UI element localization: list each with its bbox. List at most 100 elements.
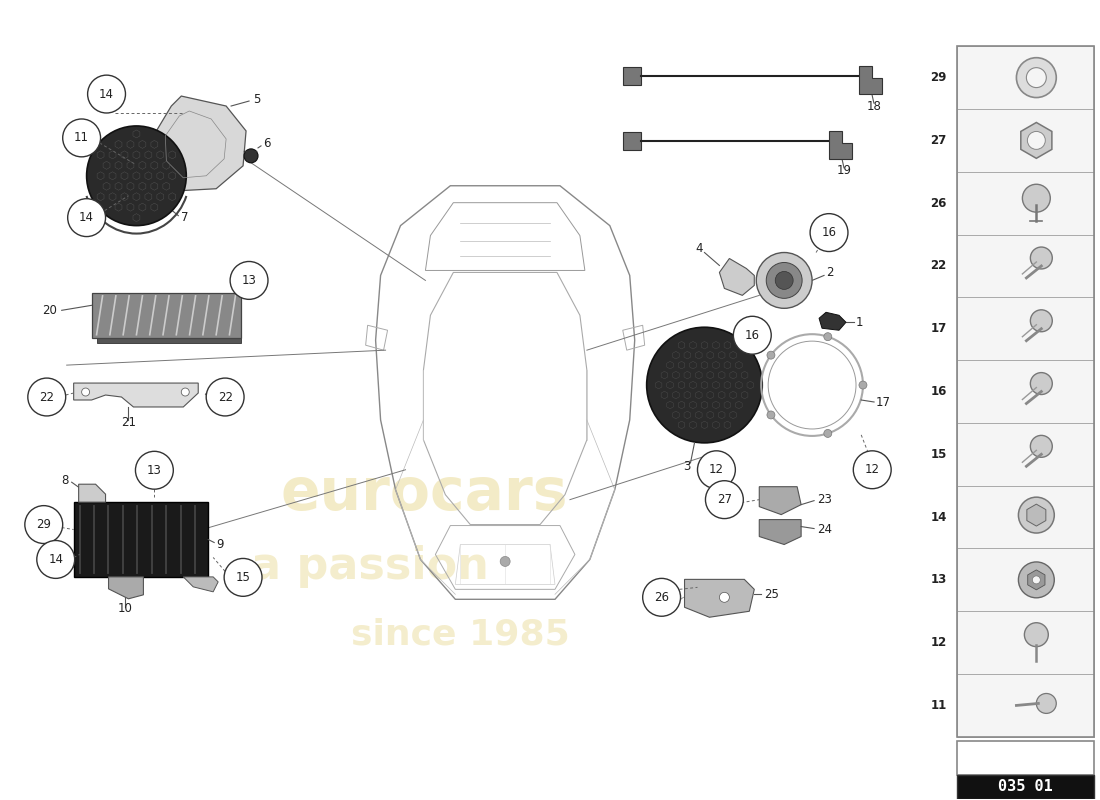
Text: 15: 15 [235, 571, 251, 584]
Polygon shape [153, 96, 246, 190]
Text: 10: 10 [118, 602, 133, 615]
Text: 13: 13 [147, 464, 162, 477]
Polygon shape [74, 383, 198, 407]
Text: 27: 27 [931, 134, 947, 147]
Circle shape [244, 149, 258, 163]
Circle shape [1019, 562, 1054, 598]
Circle shape [697, 451, 736, 489]
Circle shape [135, 451, 174, 489]
FancyBboxPatch shape [957, 774, 1094, 798]
Text: 035 01: 035 01 [998, 779, 1053, 794]
Text: 16: 16 [822, 226, 836, 239]
Circle shape [25, 506, 63, 543]
Circle shape [767, 262, 802, 298]
Circle shape [224, 558, 262, 596]
Text: 18: 18 [867, 99, 881, 113]
Circle shape [1031, 310, 1053, 332]
Text: since 1985: since 1985 [351, 617, 570, 651]
Text: 17: 17 [931, 322, 947, 335]
Text: 14: 14 [931, 510, 947, 523]
Circle shape [1031, 373, 1053, 394]
Polygon shape [859, 66, 882, 94]
FancyBboxPatch shape [623, 132, 640, 150]
FancyBboxPatch shape [97, 336, 241, 342]
FancyBboxPatch shape [957, 611, 1094, 674]
Circle shape [182, 388, 189, 396]
Text: 16: 16 [931, 385, 947, 398]
Circle shape [642, 578, 681, 616]
Text: 1: 1 [856, 316, 864, 329]
Circle shape [776, 271, 793, 290]
Text: 4: 4 [695, 242, 703, 255]
FancyBboxPatch shape [957, 486, 1094, 549]
Text: 24: 24 [817, 523, 832, 536]
Circle shape [767, 411, 774, 419]
Circle shape [63, 119, 100, 157]
FancyBboxPatch shape [957, 298, 1094, 360]
Polygon shape [1027, 504, 1046, 526]
Circle shape [854, 451, 891, 489]
Polygon shape [78, 484, 106, 502]
Text: 8: 8 [62, 474, 68, 486]
Circle shape [88, 75, 125, 113]
FancyBboxPatch shape [957, 741, 1094, 774]
Text: 11: 11 [74, 131, 89, 145]
Polygon shape [184, 577, 218, 592]
Circle shape [1026, 68, 1046, 87]
Text: 11: 11 [931, 699, 947, 712]
Polygon shape [759, 486, 801, 514]
Polygon shape [829, 131, 851, 159]
Circle shape [81, 388, 89, 396]
Text: 29: 29 [931, 71, 947, 84]
FancyBboxPatch shape [957, 46, 1094, 109]
Polygon shape [820, 312, 846, 330]
Polygon shape [1021, 122, 1052, 158]
Circle shape [68, 198, 106, 237]
Text: 3: 3 [683, 460, 690, 474]
Text: 16: 16 [745, 329, 760, 342]
Text: 14: 14 [99, 87, 114, 101]
Circle shape [1027, 131, 1045, 150]
Text: 14: 14 [79, 211, 95, 224]
Polygon shape [719, 258, 755, 295]
Text: 29: 29 [36, 518, 52, 531]
Circle shape [647, 327, 762, 443]
FancyBboxPatch shape [91, 293, 241, 338]
Text: 20: 20 [42, 304, 57, 317]
Circle shape [824, 333, 832, 341]
Circle shape [1016, 58, 1056, 98]
Text: 22: 22 [218, 390, 232, 403]
FancyBboxPatch shape [623, 67, 640, 85]
Text: 17: 17 [876, 397, 891, 410]
Circle shape [734, 316, 771, 354]
Circle shape [859, 381, 867, 389]
Circle shape [206, 378, 244, 416]
Polygon shape [1027, 570, 1045, 590]
Text: 22: 22 [931, 259, 947, 273]
Circle shape [36, 541, 75, 578]
Text: 22: 22 [40, 390, 54, 403]
Circle shape [1031, 435, 1053, 458]
FancyBboxPatch shape [957, 423, 1094, 486]
FancyBboxPatch shape [74, 502, 208, 577]
Text: 12: 12 [931, 636, 947, 649]
Text: 21: 21 [121, 417, 136, 430]
Text: a passion: a passion [251, 546, 488, 588]
Text: 25: 25 [764, 588, 779, 601]
Text: 12: 12 [708, 463, 724, 476]
Text: 13: 13 [242, 274, 256, 287]
FancyBboxPatch shape [957, 549, 1094, 611]
Text: 6: 6 [263, 138, 271, 150]
FancyBboxPatch shape [957, 234, 1094, 298]
Text: 27: 27 [717, 493, 732, 506]
Circle shape [230, 262, 268, 299]
Circle shape [1031, 247, 1053, 269]
Polygon shape [109, 577, 143, 599]
Text: eurocars: eurocars [280, 465, 569, 522]
Text: 5: 5 [253, 93, 261, 106]
Circle shape [1022, 184, 1050, 212]
Text: 7: 7 [182, 211, 189, 224]
FancyBboxPatch shape [957, 109, 1094, 172]
Circle shape [757, 253, 812, 308]
Text: 15: 15 [931, 448, 947, 461]
